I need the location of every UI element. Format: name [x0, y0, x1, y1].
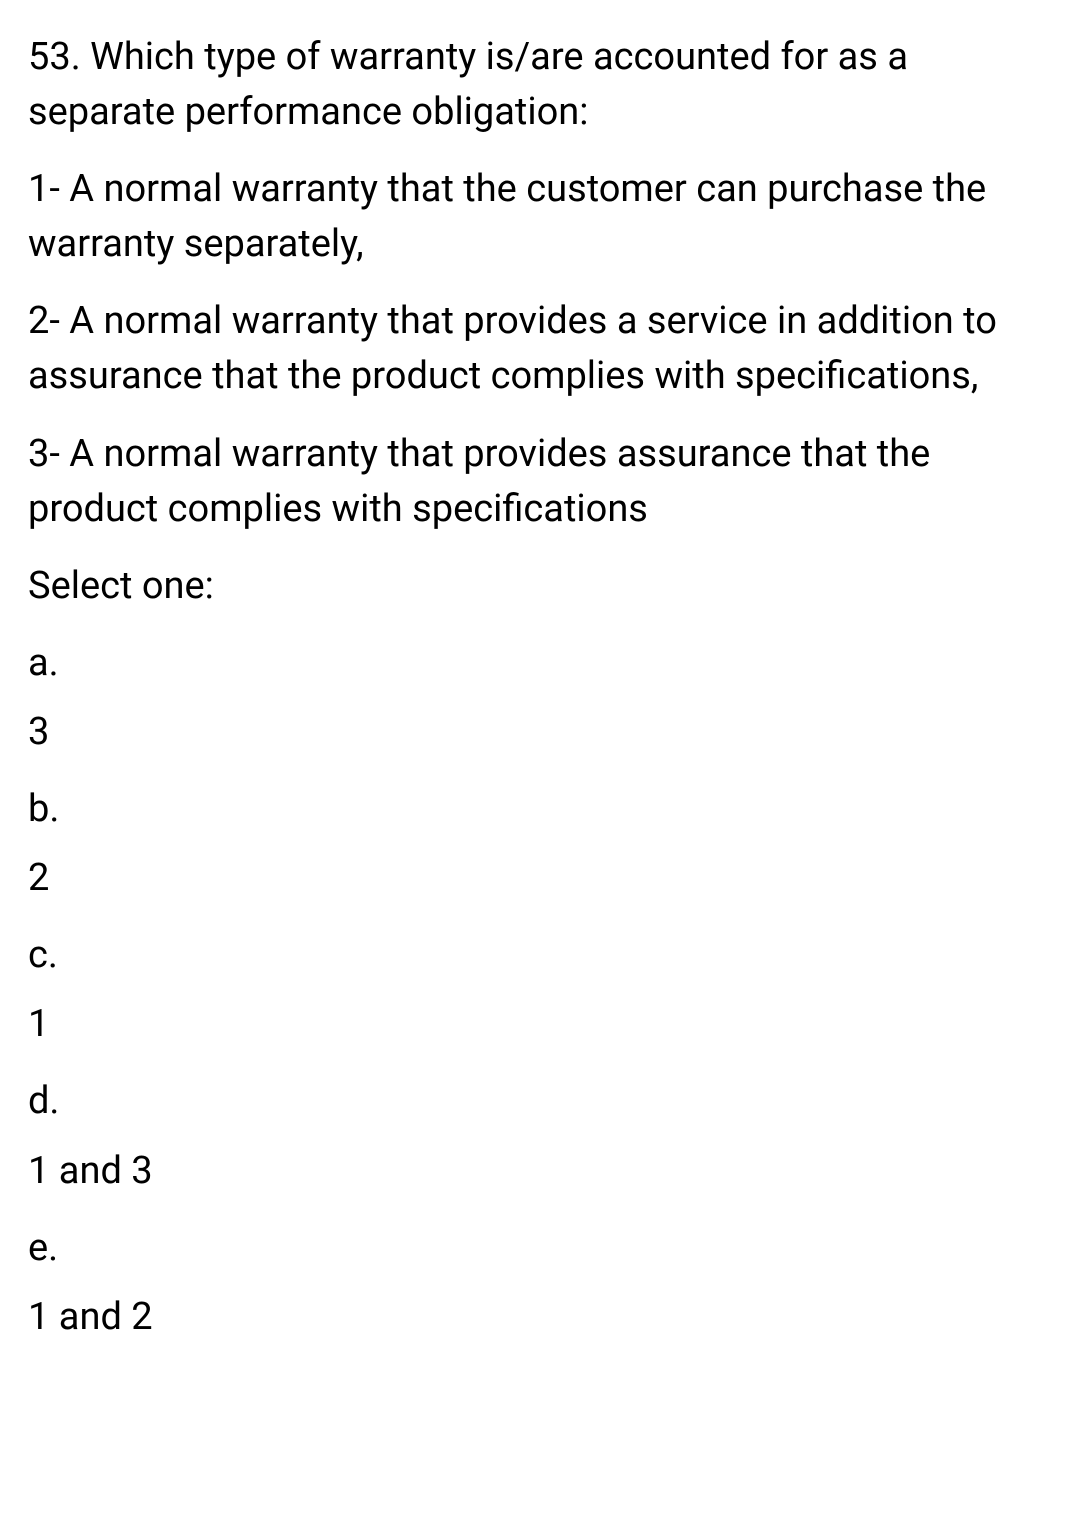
statement-2: 2- A normal warranty that provides a ser… — [28, 294, 1052, 404]
option-d[interactable]: d. 1 and 3 — [28, 1074, 1052, 1198]
option-e-value: 1 and 2 — [28, 1290, 1052, 1345]
statement-1: 1- A normal warranty that the customer c… — [28, 162, 1052, 272]
option-c[interactable]: c. 1 — [28, 928, 1052, 1052]
option-a-letter: a. — [28, 636, 1052, 691]
option-a-value: 3 — [28, 705, 1052, 760]
select-prompt: Select one: — [28, 559, 1052, 614]
question-text: 53. Which type of warranty is/are accoun… — [28, 30, 1052, 140]
option-c-value: 1 — [28, 997, 1052, 1052]
option-b-value: 2 — [28, 851, 1052, 906]
option-d-letter: d. — [28, 1074, 1052, 1129]
option-e[interactable]: e. 1 and 2 — [28, 1221, 1052, 1345]
option-b-letter: b. — [28, 782, 1052, 837]
option-e-letter: e. — [28, 1221, 1052, 1276]
statement-3: 3- A normal warranty that provides assur… — [28, 427, 1052, 537]
option-c-letter: c. — [28, 928, 1052, 983]
option-a[interactable]: a. 3 — [28, 636, 1052, 760]
option-b[interactable]: b. 2 — [28, 782, 1052, 906]
option-d-value: 1 and 3 — [28, 1144, 1052, 1199]
